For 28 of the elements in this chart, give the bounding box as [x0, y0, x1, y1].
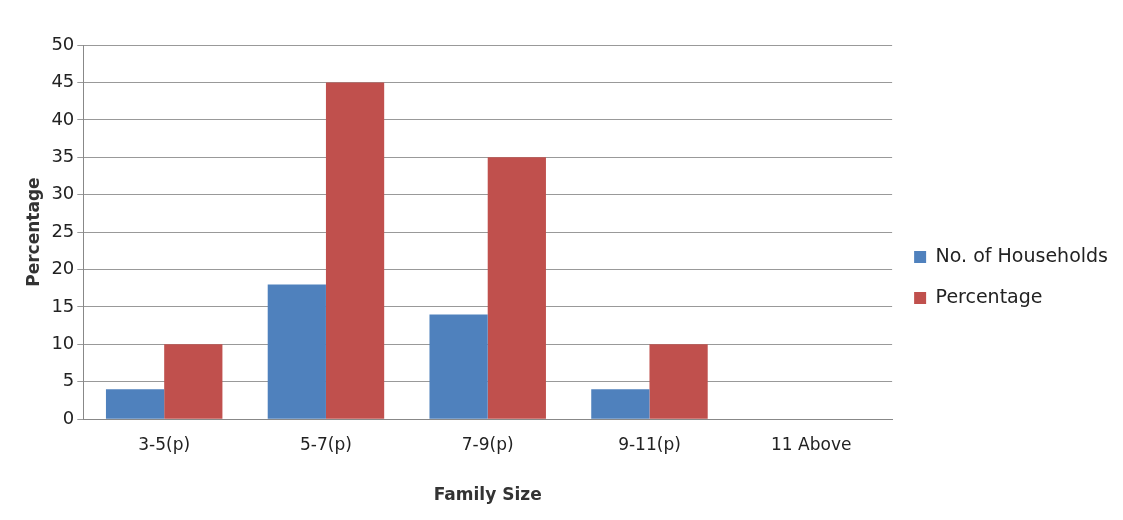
y-tick-label: 45: [51, 70, 75, 92]
x-tick-label: 5-7(p): [300, 433, 352, 454]
bar: [429, 314, 488, 419]
legend-label: No. of Households: [935, 243, 1109, 266]
y-tick-label: 25: [51, 219, 75, 241]
y-tick-label: 50: [51, 32, 75, 54]
y-tick-label: 35: [51, 144, 75, 166]
y-axis-title: Percentage: [22, 177, 43, 287]
y-tick-label: 30: [51, 182, 75, 204]
x-axis-title: Family Size: [433, 484, 542, 505]
bar: [267, 284, 326, 419]
x-tick-label: 11 Above: [771, 433, 852, 454]
y-tick-label: 10: [51, 332, 75, 354]
y-tick-label: 15: [51, 294, 75, 316]
bar: [487, 157, 546, 419]
x-tick-label: 7-9(p): [461, 433, 514, 454]
y-tick-label: 20: [51, 257, 75, 279]
y-tick-label: 40: [51, 107, 75, 129]
x-tick-label: 9-11(p): [618, 433, 681, 454]
bar: [591, 389, 650, 419]
bar: [649, 344, 708, 419]
bar: [105, 389, 165, 419]
x-tick-label: 3-5(p): [138, 433, 191, 454]
bar: [164, 344, 223, 419]
bar: [325, 82, 385, 419]
y-tick-label: 0: [62, 406, 75, 428]
y-tick-label: 5: [62, 369, 75, 391]
legend-label: Percentage: [935, 284, 1043, 307]
